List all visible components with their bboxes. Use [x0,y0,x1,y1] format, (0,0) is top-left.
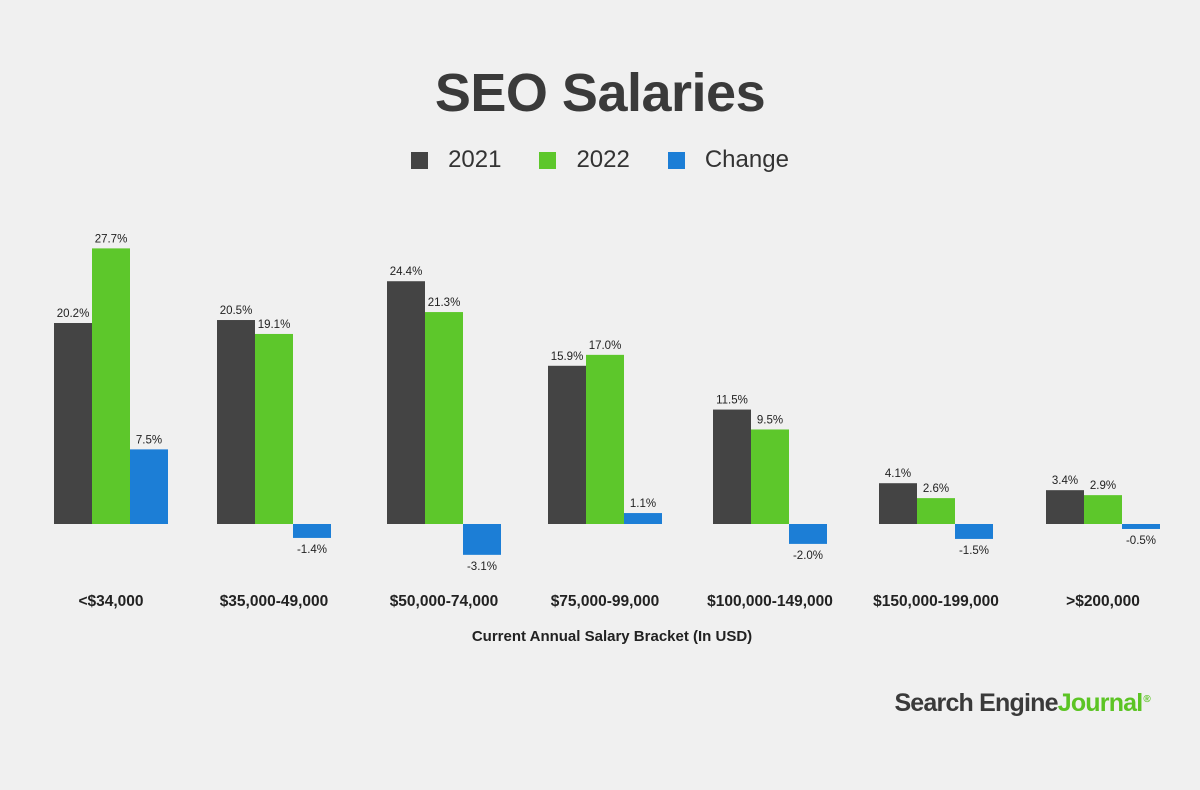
category-label-3: $75,000-99,000 [551,593,660,610]
category-label-0: <$34,000 [78,593,143,610]
bar-change-3 [624,513,662,524]
bar-2021-2 [387,281,425,524]
x-axis-title: Current Annual Salary Bracket (In USD) [471,628,753,645]
bar-2022-5 [917,498,955,524]
brand-logo: Search EngineJournal® [894,689,1150,718]
data-label-2022-3: 17.0% [589,340,622,352]
brand-mark: ® [1143,693,1150,705]
data-label-change-3: 1.1% [630,498,656,510]
legend-item-change: Change [667,146,789,174]
legend-swatch-2021 [411,151,429,169]
bar-2021-5 [879,483,917,524]
bar-2022-6 [1084,495,1122,524]
data-label-2022-4: 9.5% [757,414,783,426]
bar-change-5 [955,524,993,539]
brand-part2: Journal [1057,689,1144,717]
data-label-2022-6: 2.9% [1090,480,1116,492]
bar-2022-1 [255,333,293,524]
bar-2021-1 [217,320,255,524]
bar-change-6 [1122,524,1160,529]
category-label-5: $150,000-199,000 [873,593,999,610]
bar-2022-2 [425,312,463,524]
bar-2021-0 [54,323,92,524]
category-label-1: $35,000-49,000 [220,593,329,610]
data-label-2022-1: 19.1% [258,319,291,331]
data-label-2022-0: 27.7% [95,233,128,245]
data-label-change-2: -3.1% [467,561,497,573]
bar-change-1 [293,524,331,538]
legend-swatch-change [667,151,685,169]
category-label-2: $50,000-74,000 [390,593,499,610]
bar-2022-0 [92,248,130,524]
data-label-2021-4: 11.5% [716,395,748,407]
category-label-4: $100,000-149,000 [707,593,833,610]
brand-part1: Search Engine [894,689,1058,717]
chart-title: SEO Salaries [434,63,766,123]
data-label-2021-2: 24.4% [390,266,423,278]
legend-item-2021: 2021 [411,146,501,174]
bar-2022-3 [586,354,624,524]
legend-label-change: Change [704,146,789,173]
bar-2021-4 [713,409,751,524]
bar-2021-6 [1046,490,1084,524]
data-label-change-5: -1.5% [959,545,989,557]
bar-change-0 [130,449,168,524]
category-label-6: >$200,000 [1066,593,1140,610]
data-label-2021-0: 20.2% [57,308,90,320]
legend: 2021 2022 Change [0,146,1200,174]
bar-2022-4 [751,429,789,524]
data-label-2022-2: 21.3% [428,297,461,309]
data-label-change-4: -2.0% [793,550,823,562]
data-label-2022-5: 2.6% [923,483,949,495]
bar-change-4 [789,524,827,544]
data-label-2021-5: 4.1% [885,468,911,480]
legend-label-2021: 2021 [448,146,502,173]
data-label-change-1: -1.4% [297,544,327,556]
data-label-change-6: -0.5% [1126,535,1156,547]
data-label-2021-1: 20.5% [220,305,253,317]
legend-item-2022: 2022 [539,146,630,174]
data-label-2021-6: 3.4% [1052,475,1078,487]
legend-swatch-2022 [539,151,557,169]
data-label-2021-3: 15.9% [551,351,584,363]
bar-2021-3 [548,365,586,524]
legend-label-2022: 2022 [576,146,630,173]
bar-change-2 [463,524,501,555]
data-label-change-0: 7.5% [136,434,162,446]
